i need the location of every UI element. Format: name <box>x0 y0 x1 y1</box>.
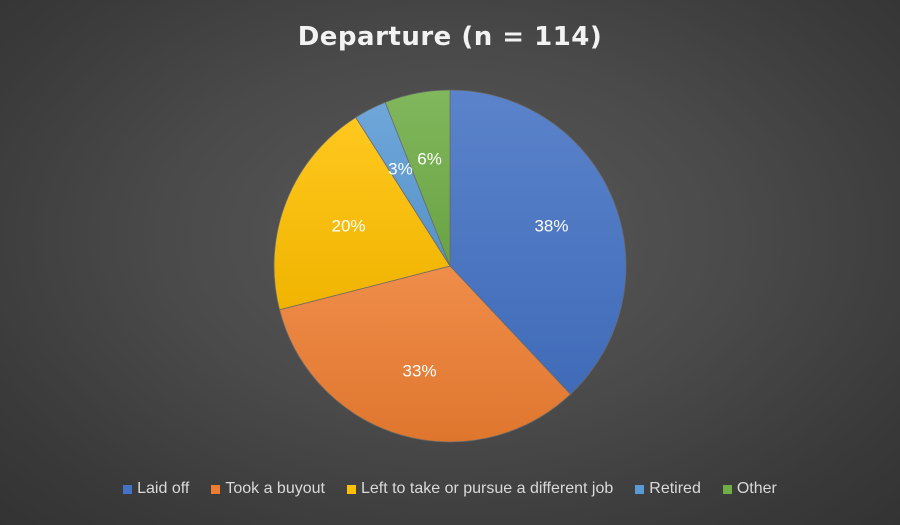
legend-swatch <box>346 484 356 494</box>
slice-label-laid-off: 38% <box>534 216 568 235</box>
legend-item-laid-off: Laid off <box>123 480 189 498</box>
legend: Laid off Took a buyout Left to take or pur… <box>0 480 900 498</box>
slice-label-took-a-buyout: 33% <box>403 361 437 380</box>
legend-label: Other <box>736 480 777 497</box>
slices-group <box>273 89 627 443</box>
legend-item-took-a-buyout: Took a buyout <box>211 480 325 498</box>
legend-item-left-to-take-or-pursue-a-different-job: Left to take or pursue a different job <box>346 480 614 498</box>
legend-swatch <box>123 484 133 494</box>
legend-label: Retired <box>649 480 701 497</box>
chart-title: Departure (n = 114) <box>297 22 603 52</box>
slice-label-left-to-take-or-pursue-a-different-job: 20% <box>332 216 366 235</box>
legend-item-retired: Retired <box>635 480 701 498</box>
legend-label: Laid off <box>137 480 190 497</box>
legend-swatch <box>211 484 221 494</box>
pie-slice-laid-off <box>449 89 627 395</box>
legend-swatch <box>722 484 732 494</box>
legend-swatch <box>635 484 645 494</box>
legend-item-other: Other <box>722 480 777 498</box>
slice-labels-group: 38% 33% 20% 3%6% <box>332 149 569 380</box>
pie-slice-took-a-buyout <box>279 265 572 443</box>
slice-label-other: 6% <box>417 149 442 168</box>
legend-label: Left to take or pursue a different job <box>360 480 614 497</box>
pie-slice-left-to-take-or-pursue-a-different-job <box>273 116 451 311</box>
slice-label-retired: 3% <box>388 159 413 178</box>
pie-slice-other <box>384 89 451 267</box>
legend-label: Took a buyout <box>225 480 325 497</box>
